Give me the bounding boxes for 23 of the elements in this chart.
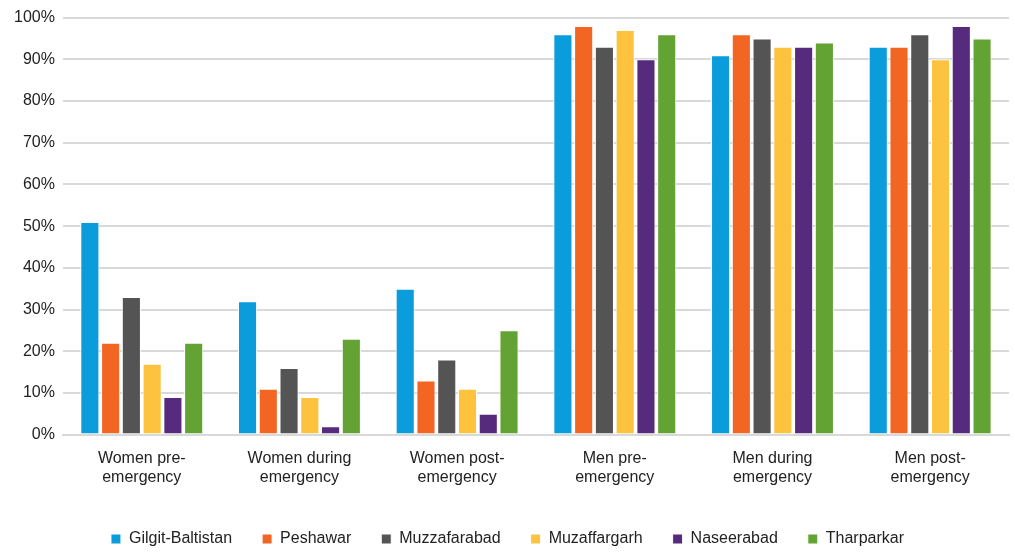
legend-label: Gilgit-Baltistan: [128, 529, 233, 547]
y-tick-label: 80%: [22, 91, 55, 109]
x-tick-label: Men during emergency: [732, 448, 813, 485]
y-tick-label: 10%: [22, 383, 55, 401]
x-tick-label: Women pre-emergency: [97, 448, 186, 485]
legend-label: Muzzafarabad: [399, 529, 501, 547]
legend-label: Peshawar: [280, 529, 352, 547]
y-tick-label: 0%: [31, 425, 55, 443]
x-tick-label: Men post-emergency: [890, 448, 970, 485]
legend-label: Naseerabad: [690, 529, 778, 547]
legend-label: Muzaffargarh: [548, 529, 643, 547]
x-tick-label: Women post-emergency: [409, 448, 505, 485]
y-tick-label: 40%: [22, 258, 55, 276]
x-tick-label: Men pre-emergency: [575, 448, 655, 485]
y-tick-label: 50%: [22, 216, 55, 234]
y-tick-label: 20%: [22, 341, 55, 359]
legend-label: Tharparkar: [825, 529, 905, 547]
y-tick-label: 30%: [22, 299, 55, 317]
y-tick-label: 70%: [22, 133, 55, 151]
x-tick-label: Women during emergency: [247, 448, 352, 485]
y-tick-label: 100%: [14, 8, 55, 26]
y-tick-label: 60%: [22, 174, 55, 192]
y-tick-label: 90%: [22, 49, 55, 67]
